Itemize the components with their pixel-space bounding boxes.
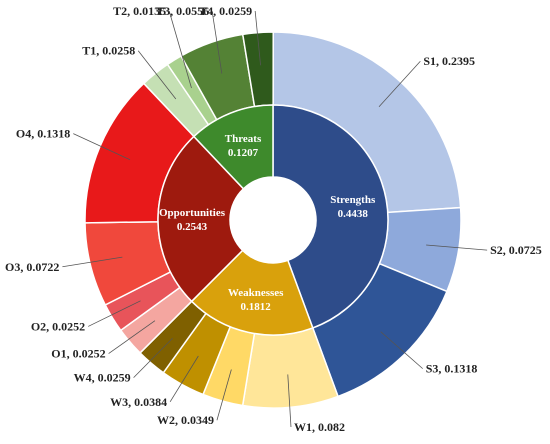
leader-line-s2 xyxy=(426,244,488,251)
leader-line-w3 xyxy=(169,355,199,403)
outer-label-w3: W3, 0.0384 xyxy=(110,395,167,409)
leader-line-t3 xyxy=(211,10,223,74)
inner-label-threats: Threats 0.1207 xyxy=(225,133,262,159)
outer-label-t4: T4, 0.0259 xyxy=(199,4,252,18)
inner-label-weaknesses: Weaknesses 0.1812 xyxy=(228,287,284,313)
outer-label-s1: S1, 0.2395 xyxy=(423,54,475,68)
leader-line-t2 xyxy=(168,10,192,89)
leader-line-o2 xyxy=(88,300,141,327)
outer-label-w4: W4, 0.0259 xyxy=(74,371,131,385)
inner-ring xyxy=(157,104,389,336)
outer-label-o4: O4, 0.1318 xyxy=(16,127,70,141)
leader-line-o3 xyxy=(62,256,123,268)
inner-label-opportunities: Opportunities 0.2543 xyxy=(159,207,226,233)
outer-label-w1: W1, 0.082 xyxy=(294,420,345,434)
outer-label-t2: T2, 0.0135 xyxy=(113,4,166,18)
leader-lines xyxy=(62,10,488,428)
outer-labels: S1, 0.2395 S2, 0.0725 S3, 0.1318 W1, 0.082 W… xyxy=(5,4,542,434)
outer-label-t1: T1, 0.0258 xyxy=(82,44,135,58)
outer-label-s2: S2, 0.0725 xyxy=(490,243,542,257)
leader-line-w4 xyxy=(133,337,173,378)
leader-line-s1 xyxy=(378,60,421,108)
outer-label-o3: O3, 0.0722 xyxy=(5,260,59,274)
inner-labels: Strengths 0.4438 Weaknesses 0.1812 Opportuni… xyxy=(159,133,376,313)
outer-ring xyxy=(84,31,462,409)
inner-label-strengths: Strengths 0.4438 xyxy=(330,194,376,220)
outer-label-s3: S3, 0.1318 xyxy=(426,362,478,376)
outer-label-w2: W2, 0.0349 xyxy=(157,413,214,427)
center-hole xyxy=(230,177,316,263)
leader-line-t4 xyxy=(254,10,261,66)
outer-label-o2: O2, 0.0252 xyxy=(31,319,85,333)
leader-line-o4 xyxy=(73,133,131,161)
leader-line-t1 xyxy=(137,50,177,100)
outer-label-o1: O1, 0.0252 xyxy=(51,347,105,361)
leader-line-w2 xyxy=(216,369,232,421)
leader-line-w1 xyxy=(287,374,292,428)
outer-label-t3: T3, 0.0556 xyxy=(156,4,209,18)
leader-line-o1 xyxy=(108,320,156,354)
leader-line-s3 xyxy=(380,331,423,369)
